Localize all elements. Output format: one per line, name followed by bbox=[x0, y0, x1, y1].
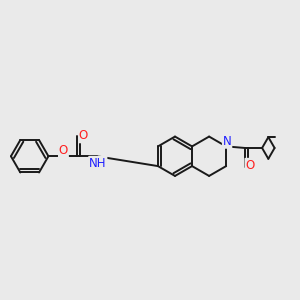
Text: O: O bbox=[79, 129, 88, 142]
Text: O: O bbox=[59, 144, 68, 157]
Text: NH: NH bbox=[89, 157, 106, 169]
Text: N: N bbox=[223, 135, 232, 148]
Text: O: O bbox=[245, 159, 254, 172]
